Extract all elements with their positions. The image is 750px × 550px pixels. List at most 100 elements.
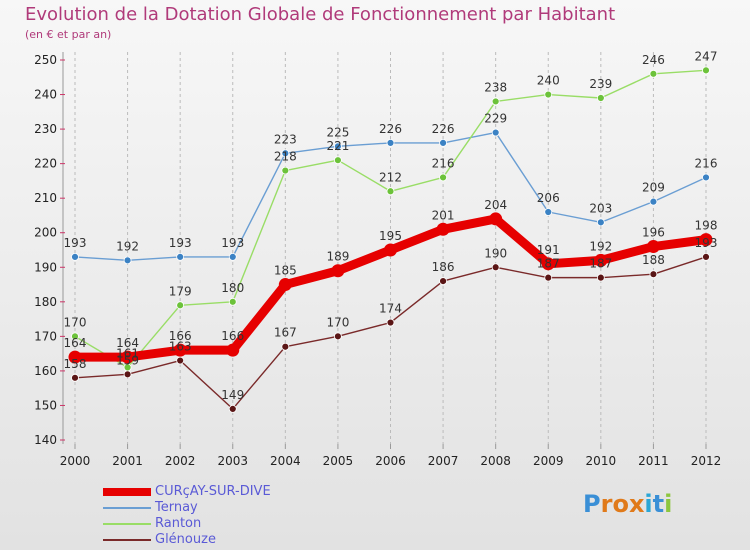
- data-label: 166: [169, 329, 192, 343]
- data-point: [334, 332, 342, 341]
- data-label: 216: [695, 156, 718, 170]
- data-label: 186: [432, 260, 455, 274]
- legend-swatch: [103, 507, 151, 509]
- data-label: 189: [326, 250, 349, 264]
- data-point: [702, 253, 710, 261]
- data-point: [331, 264, 345, 278]
- legend-label: Glénouze: [155, 532, 216, 547]
- data-point: [649, 197, 658, 206]
- data-point: [71, 253, 79, 261]
- data-point: [123, 256, 132, 265]
- data-label: 212: [379, 170, 402, 184]
- data-point: [71, 373, 79, 382]
- data-point: [489, 212, 503, 226]
- data-label: 221: [326, 139, 349, 153]
- y-tick-label: 180: [34, 295, 57, 309]
- y-tick-label: 240: [34, 88, 57, 102]
- legend-label: Ranton: [155, 516, 202, 531]
- x-tick-label: 2007: [428, 454, 459, 468]
- data-label: 164: [116, 336, 139, 350]
- data-label: 247: [695, 49, 718, 63]
- data-point: [491, 263, 500, 272]
- data-label: 166: [221, 329, 244, 343]
- data-point: [596, 273, 605, 282]
- data-point: [386, 139, 395, 147]
- data-label: 209: [642, 181, 665, 195]
- data-point: [646, 240, 660, 254]
- data-label: 180: [221, 281, 244, 295]
- data-point: [596, 218, 605, 227]
- x-tick-label: 2012: [691, 454, 722, 468]
- data-label: 226: [432, 122, 455, 136]
- data-point: [281, 342, 290, 351]
- data-label: 193: [221, 236, 244, 250]
- x-tick-label: 2008: [480, 454, 511, 468]
- data-label: 206: [537, 191, 560, 205]
- data-point: [123, 370, 132, 379]
- x-tick-label: 2011: [638, 454, 669, 468]
- data-label: 159: [116, 353, 139, 367]
- data-point: [334, 156, 342, 165]
- x-tick-label: 2001: [112, 454, 143, 468]
- chart-subtitle: (en € et par an): [25, 28, 112, 41]
- data-point: [596, 94, 605, 102]
- chart-legend: CURçAY-SUR-DIVE Ternay Ranton Glénouze: [103, 484, 303, 548]
- data-label: 196: [642, 226, 665, 240]
- data-point: [386, 187, 395, 196]
- data-label: 179: [169, 284, 192, 298]
- logo-letter: P: [583, 490, 601, 518]
- y-tick-label: 230: [34, 122, 57, 136]
- data-point: [702, 173, 710, 182]
- data-label: 198: [695, 219, 718, 233]
- data-label: 174: [379, 302, 402, 316]
- data-label: 216: [432, 156, 455, 170]
- data-point: [228, 405, 237, 413]
- data-point: [384, 243, 397, 257]
- data-point: [541, 257, 555, 271]
- proxiti-logo: Proxiti: [583, 490, 672, 518]
- data-label: 226: [379, 122, 402, 136]
- data-point: [71, 332, 79, 341]
- data-label: 170: [64, 315, 87, 329]
- data-label: 190: [484, 246, 507, 260]
- data-label: 192: [589, 239, 612, 253]
- data-point: [649, 270, 658, 279]
- data-label: 158: [64, 357, 87, 371]
- logo-letter: i: [644, 490, 653, 518]
- x-tick-label: 2006: [375, 454, 406, 468]
- line-chart: 140 150 160 170 180 190 200 210 220 230 240 250 2000…: [34, 49, 721, 468]
- data-point: [334, 142, 342, 151]
- data-point: [491, 97, 500, 106]
- data-label: 240: [537, 74, 560, 88]
- data-point: [544, 90, 553, 99]
- data-point: [176, 356, 185, 365]
- data-label: 193: [695, 236, 718, 250]
- x-tick-label: 2009: [533, 454, 564, 468]
- x-tick-label: 2003: [217, 454, 248, 468]
- data-label: 201: [432, 208, 455, 222]
- data-label: 229: [484, 112, 507, 126]
- data-point: [121, 350, 135, 364]
- data-point: [68, 350, 82, 364]
- data-label: 191: [537, 243, 560, 257]
- data-label: 225: [326, 125, 349, 139]
- data-label: 161: [116, 346, 139, 360]
- data-label: 195: [379, 229, 402, 243]
- logo-letter: i: [664, 490, 673, 518]
- data-point: [281, 166, 290, 175]
- data-point: [491, 128, 500, 137]
- axes: 140 150 160 170 180 190 200 210 220 230 240 250 2000…: [34, 52, 721, 468]
- legend-swatch: [103, 539, 151, 541]
- data-point: [544, 208, 553, 216]
- data-label: 239: [589, 77, 612, 91]
- data-label: 170: [326, 315, 349, 329]
- y-tick-label: 250: [34, 53, 57, 67]
- data-point: [649, 69, 658, 78]
- data-point: [594, 253, 608, 267]
- data-point: [226, 343, 240, 357]
- data-point: [386, 318, 395, 327]
- y-tick-label: 210: [34, 191, 57, 205]
- data-point: [699, 233, 713, 247]
- legend-swatch: [103, 523, 151, 525]
